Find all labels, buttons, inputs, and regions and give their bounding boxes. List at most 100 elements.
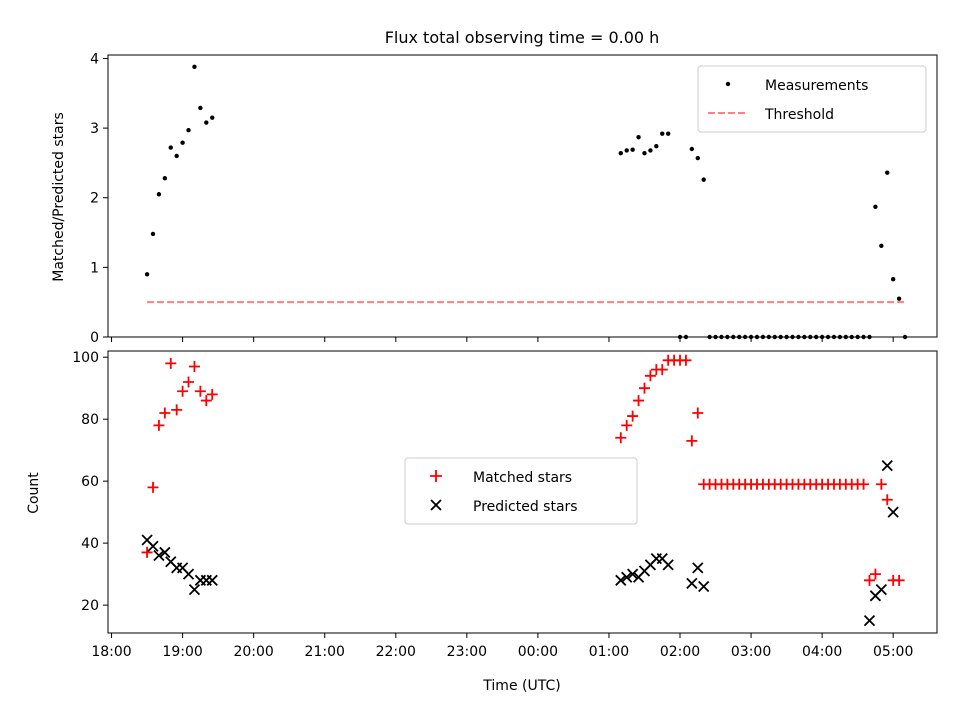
- matched-star-marker: [165, 357, 177, 369]
- top-legend: Measurements Threshold: [697, 65, 927, 133]
- predicted-star-marker: [887, 506, 899, 518]
- predicted-star-marker: [875, 583, 887, 596]
- matched-star-marker: [680, 354, 692, 366]
- legend-label-matched-stars: Matched stars: [473, 470, 572, 486]
- bottom-y-tick-label: 100: [72, 350, 99, 366]
- matched-star-marker: [692, 407, 704, 419]
- predicted-star-marker: [863, 614, 876, 627]
- matched-star-marker: [858, 478, 870, 490]
- matched-star-marker: [893, 574, 905, 586]
- matched-star-marker: [177, 385, 189, 397]
- measurement-point: [642, 150, 647, 156]
- bottom-y-axis-label: Count: [26, 472, 42, 514]
- matched-star-marker: [881, 494, 893, 506]
- legend-label-predicted-stars: Predicted stars: [473, 499, 578, 515]
- matched-star-marker: [194, 385, 206, 397]
- matched-star-marker: [621, 419, 633, 431]
- measurement-point: [174, 153, 179, 159]
- matched-star-marker: [656, 364, 668, 376]
- bottom-y-tick-label: 20: [81, 598, 99, 614]
- measurement-point: [624, 148, 629, 153]
- x-tick-label: 18:00: [91, 644, 131, 660]
- top-y-ticks: 0 1 2 3 4: [90, 51, 108, 346]
- x-tick-label: 02:00: [660, 644, 700, 660]
- chart-title: Flux total observing time = 0.00 h: [385, 28, 660, 47]
- x-tick-label: 03:00: [731, 644, 771, 660]
- measurement-point: [665, 131, 671, 136]
- x-tick-label: 00:00: [518, 644, 558, 660]
- top-y-tick-label: 3: [90, 121, 99, 137]
- measurement-point: [701, 177, 706, 182]
- measurement-point: [885, 170, 890, 175]
- matched-star-marker: [638, 382, 650, 394]
- predicted-star-marker: [182, 568, 195, 580]
- predicted-star-marker: [621, 571, 633, 583]
- measurement-point: [210, 115, 215, 120]
- matched-star-marker: [627, 410, 639, 422]
- predicted-star-marker: [881, 460, 893, 472]
- matched-star-marker: [153, 419, 165, 431]
- predicted-star-marker: [153, 549, 165, 562]
- matched-star-marker: [644, 370, 656, 382]
- matched-star-marker: [188, 360, 200, 372]
- matched-star-marker: [183, 376, 195, 388]
- matched-star-marker: [147, 481, 159, 493]
- x-tick-label: 01:00: [589, 644, 629, 660]
- predicted-star-marker: [206, 574, 218, 586]
- predicted-star-marker: [627, 568, 639, 580]
- measurement-point: [186, 128, 191, 133]
- bottom-markers: [141, 354, 905, 627]
- predicted-star-marker: [692, 562, 704, 574]
- bottom-y-ticks: 20 40 60 80 100: [72, 350, 108, 614]
- legend-marker-predicted-stars: [430, 499, 442, 511]
- predicted-star-marker: [188, 583, 201, 596]
- measurement-point: [204, 120, 209, 125]
- x-tick-label: 21:00: [305, 644, 345, 660]
- x-tick-label: 04:00: [802, 644, 842, 660]
- measurement-point: [162, 176, 168, 181]
- measurement-point: [150, 231, 156, 237]
- legend-label-threshold: Threshold: [764, 107, 834, 123]
- top-y-axis-label: Matched/Predicted stars: [51, 112, 67, 282]
- measurement-point: [618, 150, 623, 156]
- measurement-point: [198, 105, 203, 111]
- matched-star-marker: [686, 435, 698, 447]
- measurement-point: [630, 147, 635, 152]
- measurement-point: [168, 145, 173, 150]
- top-x-ticks: [111, 337, 894, 342]
- matched-star-marker: [875, 478, 887, 490]
- measurement-point: [654, 144, 659, 149]
- measurement-point: [689, 146, 695, 152]
- predicted-star-marker: [662, 559, 674, 571]
- top-markers: [144, 64, 908, 340]
- measurement-point: [636, 134, 641, 140]
- matched-star-marker: [869, 568, 881, 580]
- matched-star-marker: [141, 546, 153, 558]
- measurement-point: [890, 277, 896, 282]
- top-y-tick-label: 1: [90, 260, 99, 276]
- matched-star-marker: [615, 432, 627, 444]
- measurement-point: [695, 155, 700, 161]
- bottom-panel: 20 40 60 80 100 18:00 19:00 20:00 21:00 22:00 23:…: [26, 350, 938, 694]
- matched-star-marker: [206, 388, 218, 400]
- measurement-point: [648, 148, 653, 153]
- bottom-axes-frame: [107, 350, 938, 634]
- measurement-point: [660, 131, 665, 136]
- bottom-legend: Matched stars Predicted stars: [404, 457, 638, 525]
- measurement-point: [156, 192, 162, 197]
- bottom-y-tick-label: 80: [81, 412, 99, 428]
- top-y-tick-label: 0: [90, 330, 99, 346]
- x-axis-label: Time (UTC): [482, 678, 560, 694]
- matched-star-marker: [633, 395, 645, 407]
- legend-label-measurements: Measurements: [765, 78, 868, 94]
- bottom-y-tick-label: 60: [81, 474, 99, 490]
- measurement-point: [896, 296, 902, 301]
- top-y-tick-label: 2: [90, 191, 99, 207]
- predicted-star-marker: [686, 577, 698, 590]
- matched-star-marker: [200, 395, 212, 407]
- predicted-star-marker: [615, 574, 627, 586]
- bottom-x-ticks: 18:00 19:00 20:00 21:00 22:00 23:00 00:00 01:00…: [91, 633, 913, 660]
- predicted-star-marker: [698, 580, 710, 593]
- top-axes-frame: [107, 54, 938, 338]
- x-tick-label: 23:00: [447, 644, 487, 660]
